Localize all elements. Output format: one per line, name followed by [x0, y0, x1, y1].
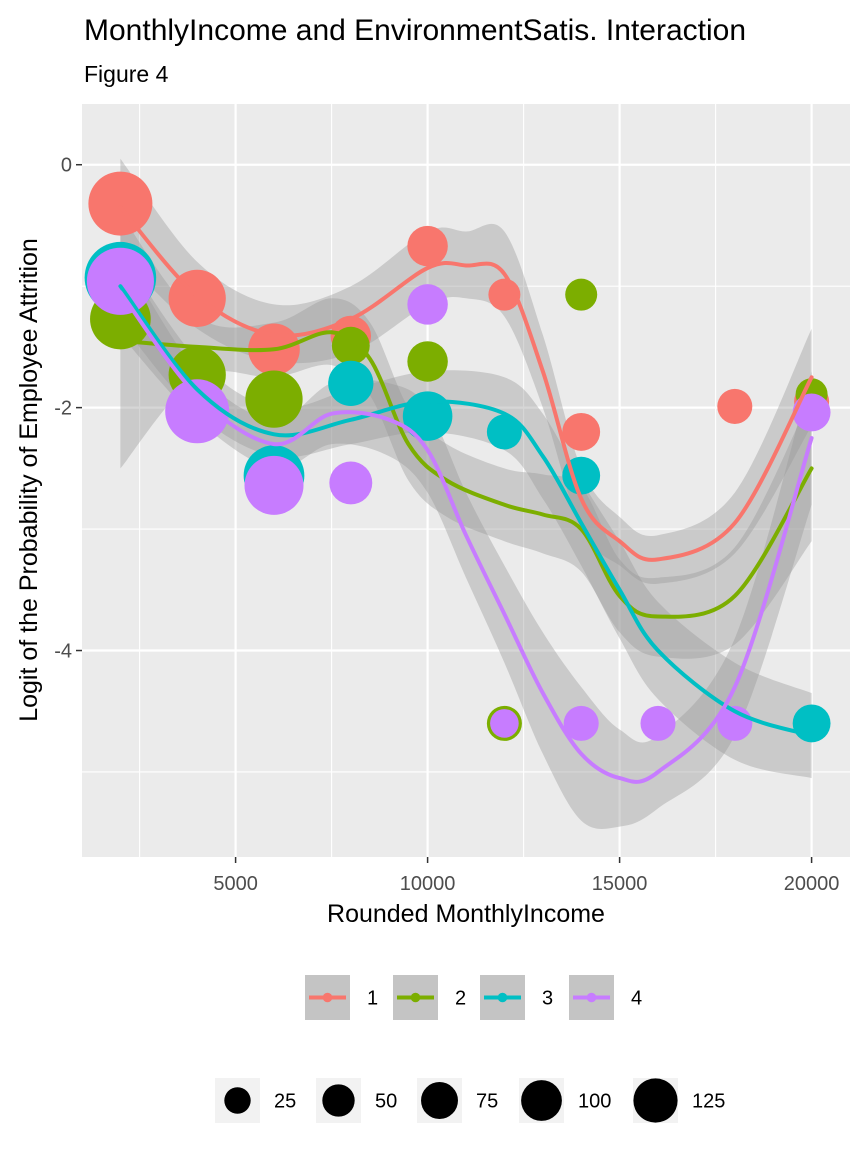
- smooth-line-series-2: [118, 330, 814, 619]
- size-legend-label: 100: [578, 1091, 611, 1113]
- data-point-series-4: [407, 284, 448, 325]
- color-legend-label: 4: [631, 988, 642, 1010]
- data-point-series-1: [88, 171, 153, 236]
- data-point-series-4: [792, 393, 831, 432]
- smooth-line-series-4: [118, 290, 814, 784]
- size-legend-dot: [322, 1084, 355, 1117]
- color-legend-dot: [497, 992, 508, 1003]
- color-legend-dot: [410, 992, 421, 1003]
- data-point-series-4: [244, 455, 304, 515]
- y-tick-label: 0: [61, 155, 72, 177]
- color-legend-label: 1: [367, 988, 378, 1010]
- color-legend-label: 3: [542, 988, 553, 1010]
- chart-subtitle: Figure 4: [84, 61, 169, 87]
- y-tick-label: -2: [54, 398, 72, 420]
- confidence-band-1: [120, 158, 812, 584]
- size-legend-label: 25: [274, 1091, 296, 1113]
- data-point-series-4: [86, 247, 154, 315]
- size-legend-label: 75: [476, 1091, 498, 1113]
- size-legend-dot: [224, 1087, 251, 1114]
- x-axis-ticks: 5000 10000 15000 20000: [213, 857, 839, 895]
- x-tick-label: 10000: [400, 873, 456, 895]
- size-legend: 25 50 75 100 125: [215, 1078, 725, 1123]
- data-point-series-3: [328, 360, 374, 406]
- data-point-series-3: [402, 391, 453, 441]
- data-point-series-4: [563, 705, 599, 741]
- smooth-line-series-1: [118, 205, 814, 562]
- data-point-series-1: [562, 412, 601, 451]
- data-point-series-4: [640, 705, 676, 741]
- color-legend-dot: [586, 992, 597, 1003]
- data-point-series-2: [407, 341, 448, 382]
- data-point-series-1: [407, 225, 448, 267]
- y-axis-label: Logit of the Probability of Employee Att…: [15, 238, 43, 722]
- smooth-line-series-3: [118, 284, 814, 738]
- data-point-series-2: [245, 370, 303, 428]
- data-point-series-4: [329, 461, 373, 505]
- data-point-series-4: [165, 379, 230, 444]
- x-axis-label: Rounded MonthlyIncome: [327, 900, 605, 928]
- chart-title: MonthlyIncome and EnvironmentSatis. Inte…: [84, 14, 746, 47]
- data-point-series-4: [490, 709, 519, 738]
- y-axis-ticks: 0 -2 -4: [54, 155, 82, 663]
- x-tick-label: 5000: [213, 873, 258, 895]
- data-point-series-2: [565, 278, 598, 311]
- x-tick-label: 20000: [784, 873, 840, 895]
- size-legend-label: 50: [375, 1091, 397, 1113]
- color-legend: 1 2 3 4: [305, 975, 642, 1020]
- data-point-series-3: [486, 414, 522, 450]
- confidence-band-3: [120, 249, 812, 779]
- confidence-band-2: [120, 213, 812, 659]
- size-legend-dot: [633, 1078, 678, 1123]
- smooth-lines: [118, 205, 814, 784]
- size-legend-dot: [521, 1080, 562, 1121]
- y-tick-label: -4: [54, 641, 72, 663]
- size-legend-dot: [421, 1082, 458, 1119]
- size-legend-label: 125: [692, 1091, 725, 1113]
- color-legend-dot: [322, 992, 333, 1003]
- x-tick-label: 15000: [592, 873, 648, 895]
- color-legend-label: 2: [455, 988, 466, 1010]
- data-point-series-1: [717, 388, 753, 424]
